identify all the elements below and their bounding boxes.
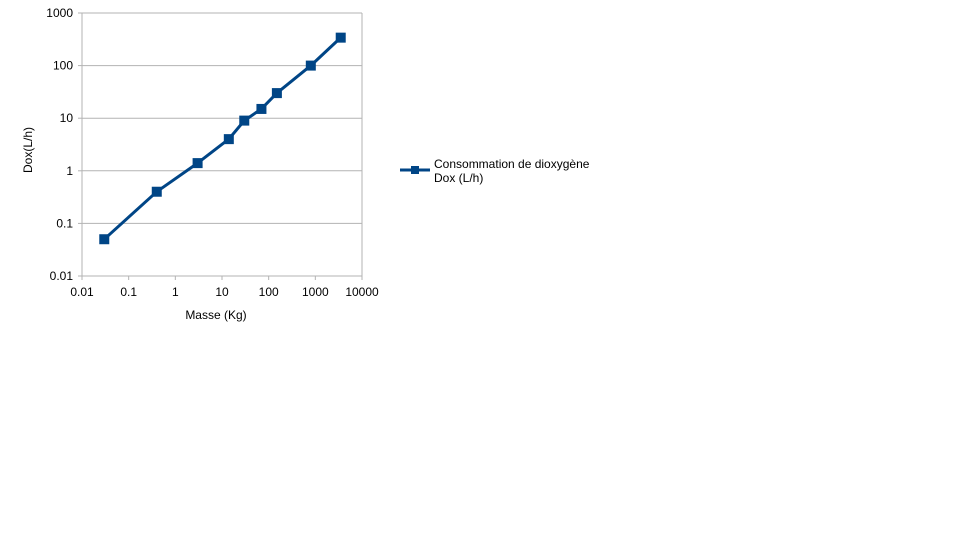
y-tick-label: 1 — [66, 164, 73, 178]
y-tick-label: 100 — [53, 59, 73, 73]
x-tick-label: 0.01 — [70, 285, 94, 299]
data-point-marker — [256, 103, 267, 114]
y-tick-label: 1000 — [46, 6, 73, 20]
data-point-marker — [335, 32, 346, 43]
legend-label-line-2: Dox (L/h) — [434, 171, 483, 185]
data-point-marker — [305, 60, 316, 71]
x-tick-labels: 0.01 0.1 1 10 100 1000 10000 — [70, 285, 379, 299]
legend-marker-swatch — [411, 166, 419, 174]
x-tick-label: 0.1 — [120, 285, 137, 299]
y-tick-labels: 0.01 0.1 1 10 100 1000 — [46, 6, 73, 283]
legend: Consommation de dioxygène Dox (L/h) — [400, 157, 590, 185]
y-axis-title: Dox(L/h) — [21, 127, 35, 173]
x-tick-label: 1000 — [302, 285, 329, 299]
data-point-marker — [223, 134, 234, 145]
x-tick-label: 10 — [215, 285, 229, 299]
data-point-marker — [151, 186, 162, 197]
x-axis-title: Masse (Kg) — [185, 308, 246, 322]
x-tick-label: 10000 — [345, 285, 379, 299]
y-tick-label: 10 — [60, 111, 74, 125]
axes — [78, 12, 363, 280]
legend-label-line-1: Consommation de dioxygène — [434, 157, 590, 171]
data-point-marker — [192, 158, 203, 169]
data-point-marker — [271, 88, 282, 99]
plot-series — [99, 32, 346, 245]
y-tick-label: 0.1 — [56, 216, 73, 230]
y-tick-label: 0.01 — [50, 269, 74, 283]
data-point-marker — [99, 234, 110, 245]
x-tick-label: 1 — [172, 285, 179, 299]
data-point-marker — [239, 115, 250, 126]
series-line — [103, 36, 342, 241]
x-tick-label: 100 — [259, 285, 279, 299]
